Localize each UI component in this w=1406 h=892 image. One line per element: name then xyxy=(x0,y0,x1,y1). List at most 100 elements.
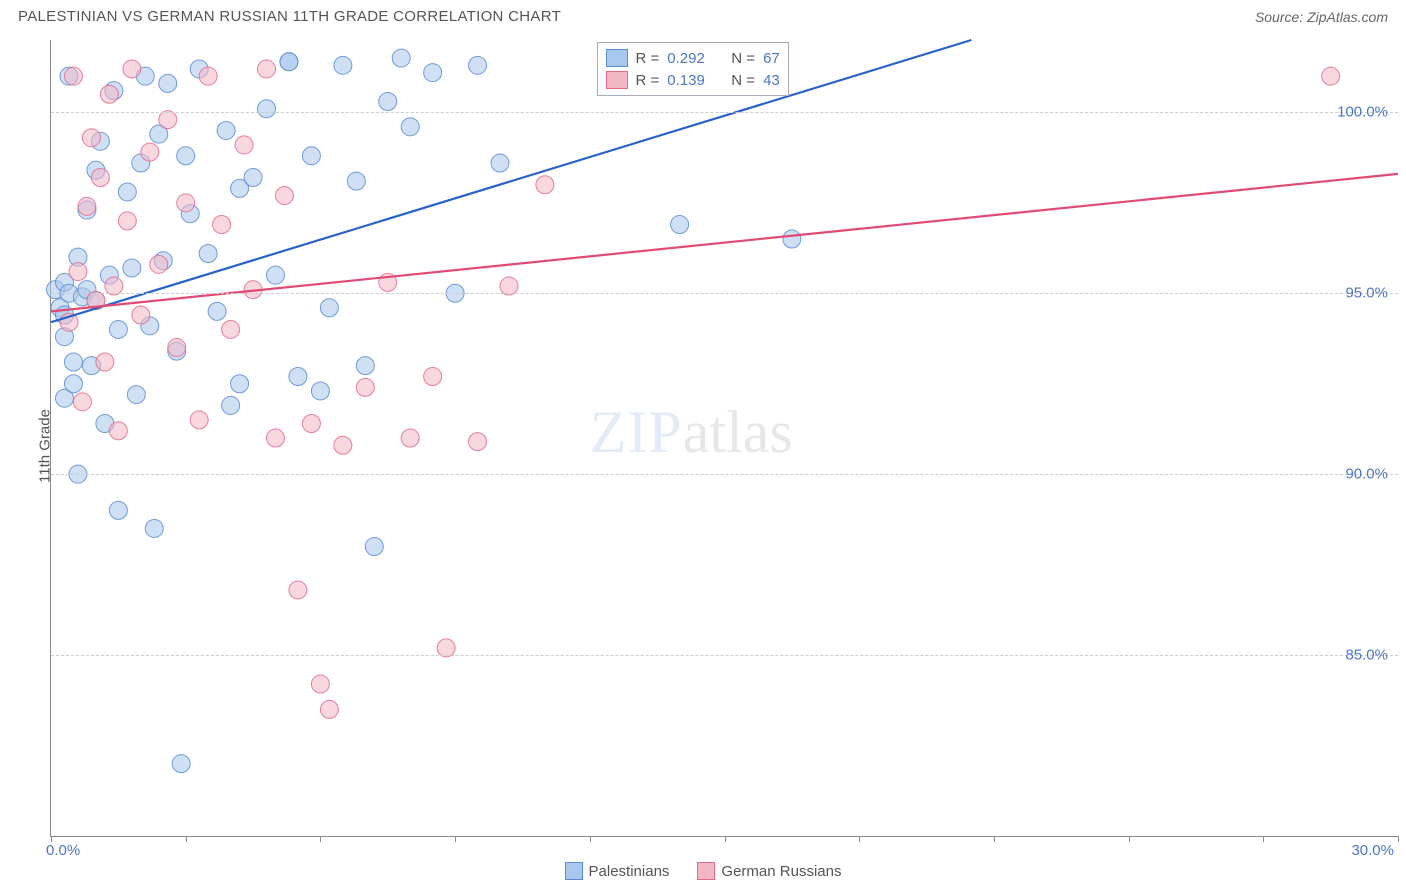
scatter-point xyxy=(491,154,509,172)
scatter-point xyxy=(258,60,276,78)
y-tick-label: 85.0% xyxy=(1345,647,1388,664)
scatter-point xyxy=(91,168,109,186)
scatter-point xyxy=(320,299,338,317)
legend-bottom: Palestinians German Russians xyxy=(0,862,1406,880)
scatter-point xyxy=(222,320,240,338)
scatter-point xyxy=(267,429,285,447)
scatter-point xyxy=(302,415,320,433)
n-value: 67 xyxy=(763,50,780,67)
x-tick-mark xyxy=(455,836,456,842)
scatter-point xyxy=(424,64,442,82)
scatter-point xyxy=(96,353,114,371)
scatter-point xyxy=(356,357,374,375)
x-axis-max-label: 30.0% xyxy=(1351,842,1394,859)
scatter-point xyxy=(118,183,136,201)
x-tick-mark xyxy=(320,836,321,842)
x-tick-mark xyxy=(994,836,995,842)
scatter-point xyxy=(347,172,365,190)
scatter-point xyxy=(109,422,127,440)
x-tick-mark xyxy=(1263,836,1264,842)
scatter-point xyxy=(222,396,240,414)
stats-row: R =0.139N =43 xyxy=(606,69,780,91)
scatter-point xyxy=(258,100,276,118)
scatter-point xyxy=(356,378,374,396)
scatter-point xyxy=(311,675,329,693)
x-tick-mark xyxy=(186,836,187,842)
scatter-point xyxy=(536,176,554,194)
n-label: N = xyxy=(731,72,755,89)
scatter-point xyxy=(127,386,145,404)
scatter-point xyxy=(280,53,298,71)
r-label: R = xyxy=(636,72,660,89)
scatter-point xyxy=(320,700,338,718)
scatter-point xyxy=(109,320,127,338)
scatter-point xyxy=(289,367,307,385)
scatter-point xyxy=(235,136,253,154)
scatter-point xyxy=(275,187,293,205)
chart-plot-area: R =0.292N =67R =0.139N =43 ZIPatlas 85.0… xyxy=(50,40,1398,837)
legend-swatch xyxy=(697,862,715,880)
gridline-horizontal xyxy=(51,112,1398,113)
x-tick-mark xyxy=(725,836,726,842)
scatter-point xyxy=(150,255,168,273)
gridline-horizontal xyxy=(51,655,1398,656)
scatter-point xyxy=(82,129,100,147)
scatter-point xyxy=(78,197,96,215)
trend-line xyxy=(51,174,1398,311)
r-value: 0.139 xyxy=(667,72,713,89)
scatter-point xyxy=(118,212,136,230)
legend-swatch xyxy=(606,71,628,89)
scatter-point xyxy=(424,367,442,385)
scatter-point xyxy=(311,382,329,400)
scatter-point xyxy=(334,56,352,74)
stats-row: R = 0.292 N = 67 xyxy=(606,47,780,69)
scatter-point xyxy=(177,147,195,165)
scatter-point xyxy=(109,501,127,519)
scatter-point xyxy=(334,436,352,454)
legend-label: German Russians xyxy=(721,863,841,880)
scatter-point xyxy=(469,56,487,74)
scatter-point xyxy=(190,411,208,429)
scatter-point xyxy=(401,429,419,447)
scatter-point xyxy=(213,216,231,234)
scatter-point xyxy=(172,755,190,773)
scatter-point xyxy=(231,375,249,393)
legend-item: Palestinians xyxy=(565,862,670,880)
scatter-point xyxy=(783,230,801,248)
legend-swatch xyxy=(565,862,583,880)
scatter-point xyxy=(199,244,217,262)
scatter-point xyxy=(401,118,419,136)
x-tick-mark xyxy=(590,836,591,842)
r-value: 0.292 xyxy=(667,50,713,67)
scatter-point xyxy=(69,263,87,281)
legend-swatch xyxy=(606,49,628,67)
scatter-point xyxy=(208,302,226,320)
legend-label: Palestinians xyxy=(589,863,670,880)
scatter-point xyxy=(100,85,118,103)
scatter-point xyxy=(469,433,487,451)
scatter-point xyxy=(64,375,82,393)
scatter-point xyxy=(132,306,150,324)
r-label: R = xyxy=(636,50,660,67)
scatter-point xyxy=(177,194,195,212)
scatter-point xyxy=(168,339,186,357)
correlation-stats-box: R =0.292N =67R =0.139N =43 xyxy=(597,42,789,96)
scatter-point xyxy=(145,519,163,537)
x-tick-mark xyxy=(859,836,860,842)
y-tick-label: 95.0% xyxy=(1345,285,1388,302)
scatter-svg xyxy=(51,40,1398,836)
y-tick-label: 100.0% xyxy=(1337,104,1388,121)
scatter-point xyxy=(217,121,235,139)
scatter-point xyxy=(73,393,91,411)
scatter-point xyxy=(267,266,285,284)
scatter-point xyxy=(379,93,397,111)
x-tick-mark xyxy=(1398,836,1399,842)
scatter-point xyxy=(365,538,383,556)
n-label: N = xyxy=(731,50,755,67)
scatter-point xyxy=(671,216,689,234)
scatter-point xyxy=(199,67,217,85)
scatter-point xyxy=(141,143,159,161)
scatter-point xyxy=(123,259,141,277)
gridline-horizontal xyxy=(51,474,1398,475)
scatter-point xyxy=(64,353,82,371)
